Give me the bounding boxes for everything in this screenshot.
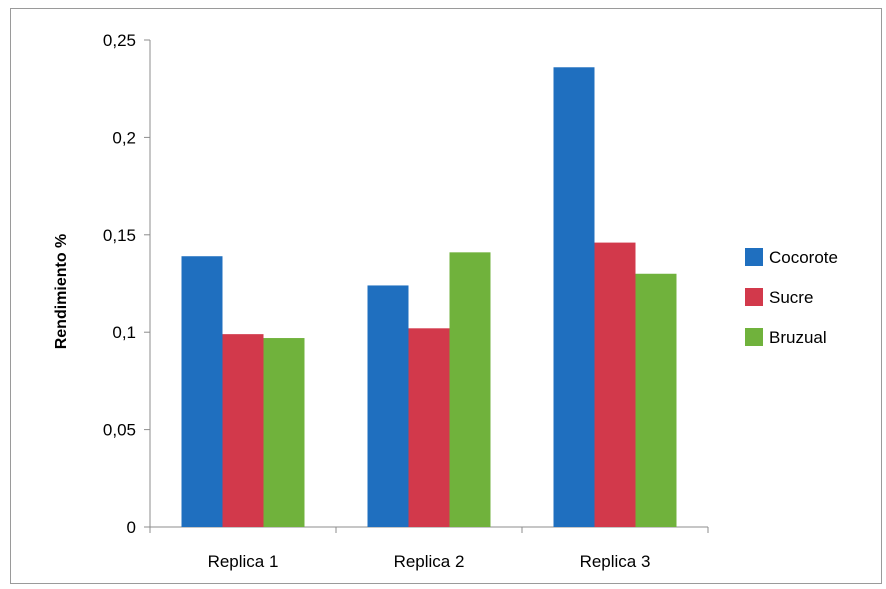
bar-sucre-1 [222,334,264,527]
x-tick-label: Replica 1 [208,552,279,571]
legend-swatch [745,288,763,306]
legend-label: Cocorote [769,248,838,267]
y-tick-label: 0 [127,518,136,537]
bar-cocorote-3 [553,67,595,527]
legend-label: Bruzual [769,328,827,347]
bars [181,67,677,528]
legend-swatch [745,328,763,346]
y-tick-label: 0,25 [103,31,136,50]
y-tick-label: 0,2 [112,128,136,147]
legend: Cocorote Sucre Bruzual [745,248,838,347]
y-tick-label: 0,1 [112,323,136,342]
bar-sucre-2 [408,328,450,527]
bar-sucre-3 [594,242,636,528]
y-tick-label: 0,15 [103,226,136,245]
bar-cocorote-1 [181,256,223,527]
legend-label: Sucre [769,288,813,307]
x-tick-label: Replica 2 [394,552,465,571]
y-axis-title: Rendimiento % [53,234,70,350]
y-tick-label: 0,05 [103,421,136,440]
y-axis: 0 0,05 0,1 0,15 0,2 0,25 [103,31,151,537]
bar-bruzual-2 [449,252,491,527]
x-tick-label: Replica 3 [580,552,651,571]
x-axis: Replica 1 Replica 2 Replica 3 [149,526,709,571]
legend-swatch [745,248,763,266]
bar-bruzual-3 [635,273,677,527]
bar-cocorote-2 [367,285,409,527]
bar-bruzual-1 [263,338,305,527]
